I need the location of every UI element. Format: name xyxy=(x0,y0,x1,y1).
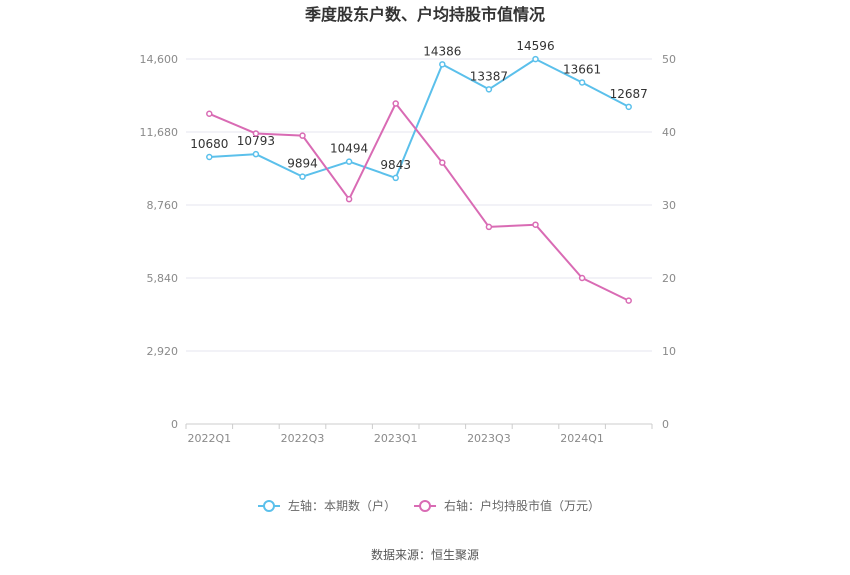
data-point[interactable] xyxy=(206,153,213,161)
data-label: 13387 xyxy=(470,69,508,83)
data-point[interactable] xyxy=(439,159,446,166)
x-axis-tick-label: 2024Q1 xyxy=(560,432,604,445)
x-axis-tick-label: 2023Q3 xyxy=(467,432,511,445)
data-point[interactable] xyxy=(299,132,306,139)
grid-lines xyxy=(186,58,652,352)
series-lines: 10680 10793 9894 10494 9843 14386 13387 14596 13… xyxy=(190,39,648,304)
data-point[interactable] xyxy=(485,223,493,231)
axes: 0 0 2,920 10 5,840 20 8,760 30 11,680 40 14,600 50 2… xyxy=(140,53,677,445)
x-axis-tick-label: 2023Q1 xyxy=(374,432,418,445)
right-axis-tick-label: 10 xyxy=(662,345,676,358)
data-point[interactable] xyxy=(532,55,539,63)
data-point[interactable] xyxy=(345,195,353,203)
legend[interactable]: 左轴：本期数（户） 右轴：户均持股市值（万元） xyxy=(258,498,600,513)
data-point[interactable] xyxy=(578,274,586,282)
legend-circle-marker xyxy=(419,500,432,512)
data-point[interactable] xyxy=(252,150,260,158)
avg-holding-value-line xyxy=(208,102,630,302)
holders-count-line xyxy=(209,58,630,179)
right-axis-tick-label: 30 xyxy=(662,199,676,212)
data-point[interactable] xyxy=(485,86,493,93)
right-axis-tick-label: 40 xyxy=(662,126,676,139)
data-point[interactable] xyxy=(392,100,399,107)
data-label: 10680 xyxy=(190,137,228,151)
data-point[interactable] xyxy=(299,173,306,180)
left-axis-tick-label: 11,680 xyxy=(140,126,179,139)
data-label: 9894 xyxy=(287,157,318,171)
source-note: 数据来源：恒生聚源 xyxy=(371,547,479,562)
x-axis-tick-label: 2022Q1 xyxy=(187,432,231,445)
left-axis-tick-label: 0 xyxy=(171,418,178,431)
data-point[interactable] xyxy=(206,110,213,117)
left-axis-tick-label: 8,760 xyxy=(147,199,179,212)
data-label: 14386 xyxy=(423,44,461,58)
data-point[interactable] xyxy=(625,297,632,304)
data-point[interactable] xyxy=(252,130,260,137)
data-label: 14596 xyxy=(516,39,554,53)
legend-circle-marker xyxy=(263,500,275,512)
x-axis-tick-label: 2022Q3 xyxy=(281,432,325,445)
data-label: 10793 xyxy=(237,134,275,148)
legend-label[interactable]: 右轴：户均持股市值（万元） xyxy=(444,498,600,513)
data-point[interactable] xyxy=(392,174,399,182)
data-label: 9843 xyxy=(380,158,411,172)
data-label: 10494 xyxy=(330,142,368,156)
data-label: 12687 xyxy=(610,87,648,101)
data-point[interactable] xyxy=(625,103,632,111)
right-axis-tick-label: 20 xyxy=(662,272,676,285)
data-point[interactable] xyxy=(439,61,446,68)
data-point[interactable] xyxy=(345,158,353,165)
data-point[interactable] xyxy=(578,79,586,86)
right-axis-tick-label: 50 xyxy=(662,53,676,66)
chart-title: 季度股东户数、户均持股市值情况 xyxy=(304,5,545,24)
right-axis-tick-label: 0 xyxy=(662,418,669,431)
legend-label[interactable]: 左轴：本期数（户） xyxy=(288,498,396,513)
left-axis-tick-label: 5,840 xyxy=(147,272,179,285)
data-point[interactable] xyxy=(532,221,539,228)
left-axis-tick-label: 2,920 xyxy=(147,345,179,358)
data-label: 13661 xyxy=(563,62,601,76)
left-axis-tick-label: 14,600 xyxy=(140,53,179,66)
